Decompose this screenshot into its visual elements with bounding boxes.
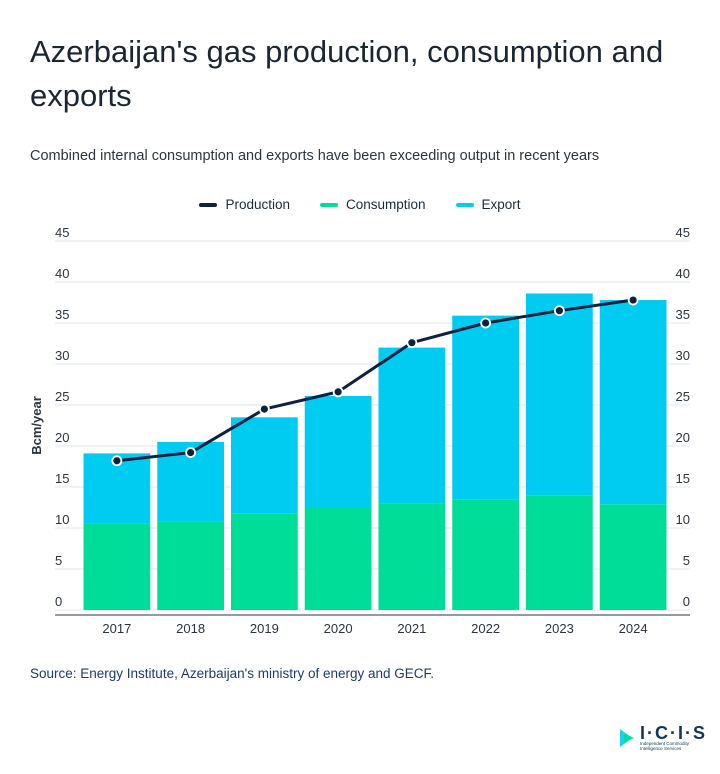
point-production-2021 [406,337,418,349]
point-production-2018 [185,447,197,458]
y-axis-label: Bcm/year [29,396,44,455]
icis-logo-mark-icon [620,729,634,747]
y-tick-right-25: 25 [676,389,690,404]
y-tick-left-20: 20 [55,430,69,445]
y-tick-right-10: 10 [676,512,690,527]
y-tick-left-45: 45 [55,225,69,240]
chart-subtitle: Combined internal consumption and export… [30,148,600,164]
x-tick-2018: 2018 [176,621,205,636]
bar-consumption-2020 [304,507,372,610]
y-tick-right-20: 20 [676,430,690,445]
y-tick-left-5: 5 [55,553,62,568]
point-production-2023 [553,305,565,317]
bar-export-2021 [378,347,446,504]
x-tick-2020: 2020 [324,621,353,636]
point-production-2019 [258,403,270,415]
y-tick-right-35: 35 [676,307,690,322]
bar-consumption-2017 [83,523,151,610]
y-tick-right-0: 0 [683,594,690,609]
y-tick-right-40: 40 [676,266,690,281]
point-production-2020 [332,386,344,398]
legend-item-export: Export [455,197,521,212]
point-production-2017 [111,455,123,467]
chart-legend: Production Consumption Export [0,197,720,212]
legend-swatch-consumption [319,202,338,207]
legend-item-production: Production [199,197,290,212]
bar-export-2019 [231,417,298,514]
icis-logo-word: I·C·I·S [640,723,707,743]
y-tick-left-10: 10 [55,512,69,527]
y-tick-right-5: 5 [683,553,690,568]
y-tick-right-45: 45 [676,225,690,240]
x-tick-2021: 2021 [397,621,426,636]
y-tick-left-0: 0 [55,594,62,609]
bar-export-2020 [304,395,372,508]
y-tick-left-15: 15 [55,471,69,486]
legend-label-consumption: Consumption [345,197,426,212]
bar-consumption-2024 [599,504,667,610]
x-tick-2017: 2017 [102,621,131,636]
x-tick-2023: 2023 [545,621,574,636]
bar-export-2023 [526,293,593,496]
legend-label-export: Export [481,197,521,212]
bar-consumption-2018 [157,521,224,610]
bar-consumption-2019 [231,513,298,610]
chart-title: Azerbaijan's gas production, consumption… [30,34,664,113]
legend-swatch-production [199,202,218,207]
bar-consumption-2023 [526,495,593,610]
y-tick-right-30: 30 [676,348,690,363]
legend-label-production: Production [225,197,290,212]
bar-export-2022 [452,315,519,500]
x-tick-2022: 2022 [471,621,500,636]
y-tick-right-15: 15 [676,471,690,486]
source-note: Source: Energy Institute, Azerbaijan's m… [30,666,435,681]
bar-consumption-2021 [378,503,446,610]
x-tick-2019: 2019 [250,621,279,636]
y-tick-left-25: 25 [55,389,69,404]
icis-logo-tagline: Independent Commodity Intelligence Servi… [640,741,690,751]
y-tick-left-35: 35 [55,307,69,322]
line-production [116,298,634,463]
bar-consumption-2022 [452,499,519,610]
icis-logo: I·C·I·S Independent Commodity Intelligen… [618,723,707,751]
icis-logo-text-block: I·C·I·S Independent Commodity Intelligen… [640,723,707,751]
y-tick-left-30: 30 [55,348,69,363]
y-tick-left-40: 40 [55,266,69,281]
point-production-2024 [627,294,639,306]
bar-export-2024 [599,300,667,505]
point-production-2022 [480,317,492,329]
legend-swatch-export [455,202,474,207]
x-tick-2024: 2024 [619,621,648,636]
legend-item-consumption: Consumption [319,197,426,212]
